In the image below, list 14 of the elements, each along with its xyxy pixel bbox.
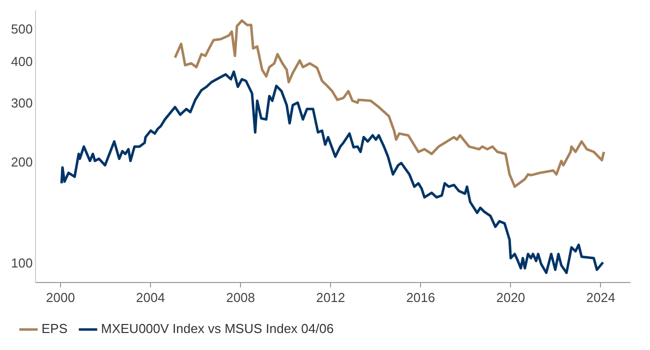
x-tick-label: 2016	[406, 290, 436, 305]
legend-label: MXEU000V Index vs MSUS Index 04/06	[101, 321, 334, 336]
x-tick-label: 2012	[316, 290, 346, 305]
x-tick-label: 2004	[136, 290, 165, 305]
x-tick-label: 2024	[586, 290, 616, 305]
y-tick-label: 300	[10, 96, 33, 111]
y-tick-label: 500	[10, 21, 33, 36]
legend-label: EPS	[42, 321, 68, 336]
y-tick-label: 100	[10, 255, 33, 270]
y-tick-label: 400	[10, 54, 33, 69]
x-tick-label: 2020	[496, 290, 526, 305]
x-tick-label: 2008	[226, 290, 256, 305]
y-tick-label: 200	[10, 154, 33, 170]
x-tick-label: 2000	[46, 290, 75, 305]
